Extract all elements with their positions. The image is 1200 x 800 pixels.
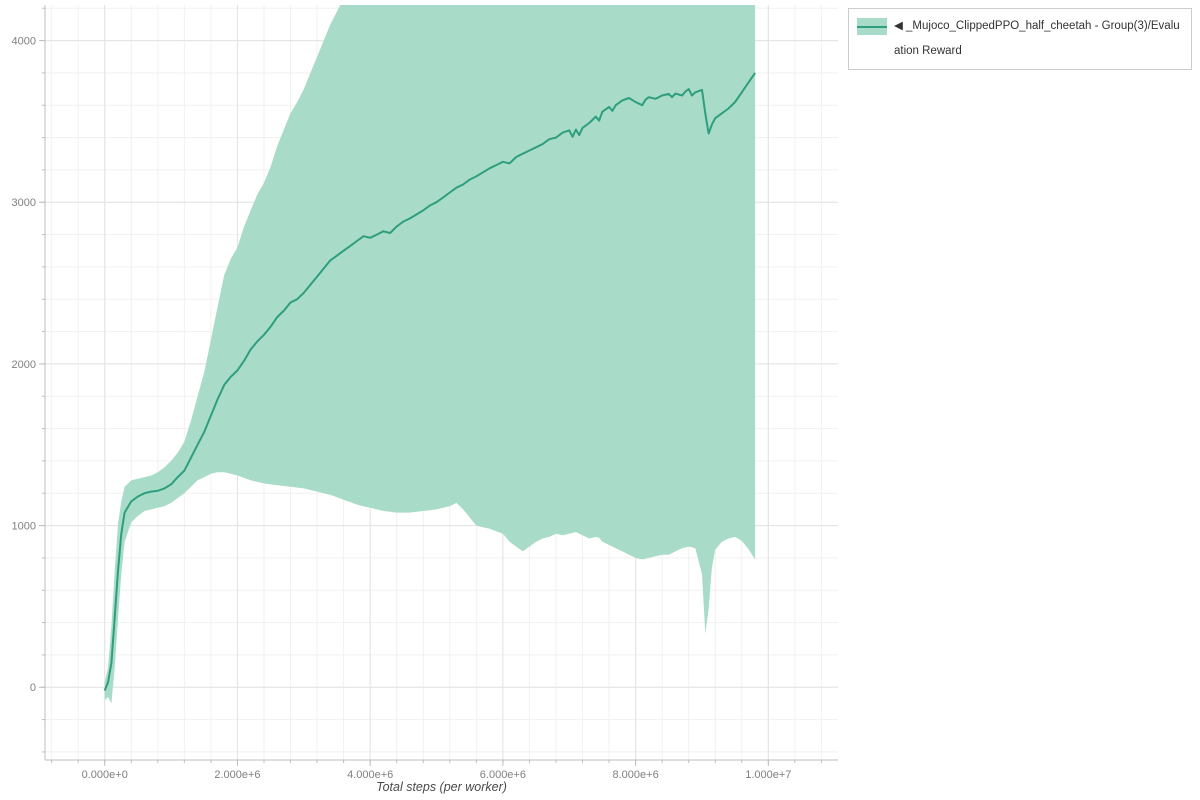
x-tick-label: 8.000e+6 — [613, 769, 659, 781]
x-tick-label: 4.000e+6 — [347, 769, 393, 781]
x-tick-label: 1.000e+7 — [745, 769, 791, 781]
legend: ◀ _Mujoco_ClippedPPO_half_cheetah - Grou… — [848, 8, 1192, 70]
uncertainty-band — [104, 5, 756, 704]
series-layer — [103, 5, 756, 704]
legend-label: ◀ _Mujoco_ClippedPPO_half_cheetah - Grou… — [894, 20, 1180, 57]
y-tick-label: 4000 — [12, 35, 36, 47]
legend-swatch-band — [857, 18, 887, 35]
x-axis-label: Total steps (per worker) — [376, 780, 507, 794]
x-tick-label: 0.000e+0 — [82, 769, 128, 781]
y-tick-label: 1000 — [12, 520, 36, 532]
y-tick-label: 0 — [30, 682, 36, 694]
legend-item[interactable]: ◀ _Mujoco_ClippedPPO_half_cheetah - Grou… — [857, 14, 1183, 64]
y-tick-label: 2000 — [12, 359, 36, 371]
legend-swatch-line — [857, 25, 887, 28]
mean-line — [103, 72, 756, 691]
x-tick-label: 2.000e+6 — [214, 769, 260, 781]
axes: 0.000e+0 2.000e+6 4.000e+6 6.000e+6 8.000e+6… — [12, 5, 838, 794]
x-tick-label: 6.000e+6 — [480, 769, 526, 781]
y-tick-label: 3000 — [12, 197, 36, 209]
